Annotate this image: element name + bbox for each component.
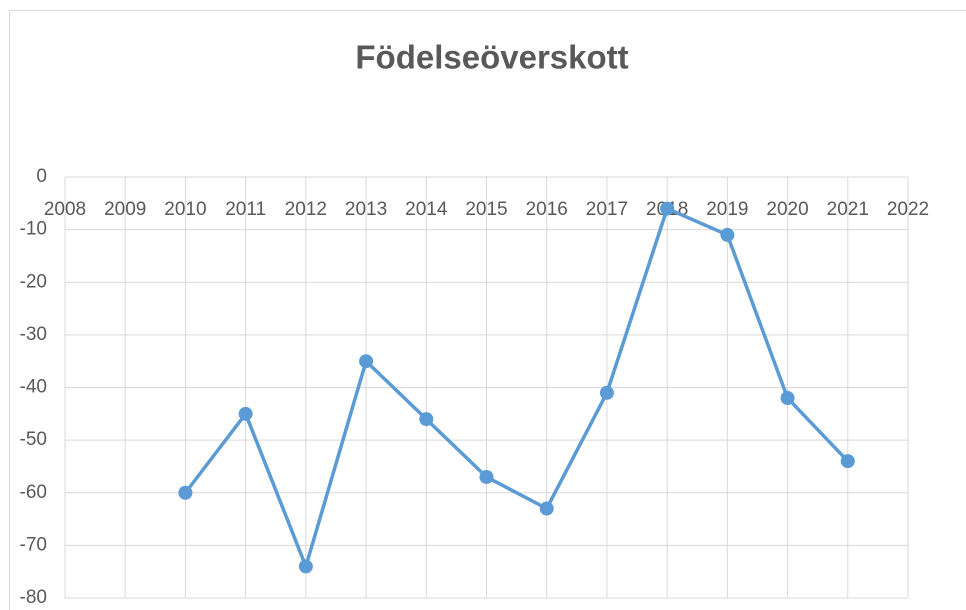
data-point (780, 391, 795, 406)
y-tick-label: -70 (20, 534, 47, 555)
x-tick-label: 2016 (526, 199, 568, 220)
y-tick-label: -20 (20, 271, 47, 292)
x-tick-label: 2021 (827, 199, 869, 220)
y-tick-label: -10 (20, 219, 47, 240)
data-point (840, 454, 855, 469)
x-tick-label: 2011 (225, 199, 266, 220)
y-tick-label: 0 (36, 166, 47, 187)
y-tick-label: -50 (20, 429, 47, 450)
data-point (419, 412, 434, 427)
data-point (178, 485, 193, 500)
y-tick-label: -80 (20, 587, 47, 608)
x-tick-label: 2019 (706, 199, 748, 220)
y-tick-label: -30 (20, 324, 47, 345)
chart-title: Födelseöverskott (355, 39, 628, 76)
series-line (184, 206, 850, 569)
data-point (720, 227, 735, 242)
y-tick-label: -60 (20, 482, 47, 503)
x-tick-label: 2015 (465, 199, 507, 220)
x-tick-label: 2022 (887, 199, 929, 220)
data-point (660, 201, 675, 216)
data-point (539, 501, 554, 516)
x-tick-label: 2020 (766, 199, 808, 220)
x-tick-label: 2014 (405, 199, 448, 220)
x-tick-label: 2008 (44, 199, 86, 220)
x-tick-label: 2013 (345, 199, 387, 220)
data-point (359, 354, 374, 369)
x-tick-label: 2012 (285, 199, 327, 220)
chart-border (9, 10, 966, 610)
data-point (479, 469, 494, 484)
x-tick-label: 2010 (164, 199, 206, 220)
data-point (298, 559, 313, 574)
data-point (599, 385, 614, 400)
x-tick-label: 2009 (104, 199, 146, 220)
y-tick-label: -40 (20, 377, 47, 398)
x-tick-label: 2017 (586, 199, 628, 220)
data-point (238, 406, 253, 421)
